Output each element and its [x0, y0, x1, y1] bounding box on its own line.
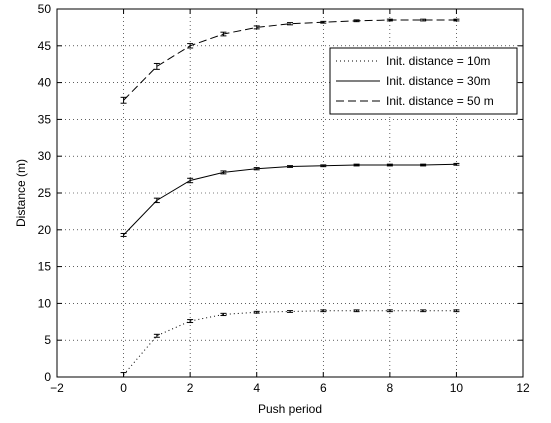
- legend-item-3: Init. distance = 50 m: [336, 94, 494, 108]
- series-1: [120, 309, 460, 378]
- grid: [57, 9, 523, 377]
- legend-label: Init. distance = 10m: [386, 54, 490, 68]
- x-tick-label: 2: [187, 381, 194, 395]
- error-bar: [153, 62, 160, 70]
- x-axis-label: Push period: [258, 402, 322, 416]
- error-bar: [153, 197, 160, 204]
- y-tick-label: 30: [38, 149, 52, 163]
- error-bar: [187, 43, 194, 49]
- legend: Init. distance = 10m Init. distance = 30m…: [329, 47, 518, 115]
- legend-label: Init. distance = 30m: [386, 74, 490, 88]
- error-bar: [453, 162, 460, 166]
- error-bar: [420, 18, 427, 22]
- x-tick-label: 8: [387, 381, 394, 395]
- error-bar: [320, 309, 327, 313]
- error-bar: [386, 163, 393, 167]
- y-tick-label: 45: [38, 39, 52, 53]
- error-bar: [287, 310, 293, 313]
- series-line: [123, 310, 457, 376]
- y-tick-label: 15: [38, 260, 52, 274]
- x-tick-label: 4: [253, 381, 260, 395]
- x-tick-label: −2: [50, 381, 64, 395]
- error-bar: [253, 310, 260, 314]
- x-tick-label: 12: [516, 381, 530, 395]
- y-tick-label: 5: [44, 333, 51, 347]
- series-line: [123, 163, 457, 236]
- y-tick-label: 35: [38, 112, 52, 126]
- x-tick-label: 10: [450, 381, 464, 395]
- legend-label: Init. distance = 50 m: [386, 94, 494, 108]
- error-bar: [253, 25, 260, 30]
- y-axis-label: Distance (m): [14, 159, 28, 227]
- y-tick-label: 50: [38, 2, 52, 16]
- error-bar: [320, 164, 327, 168]
- y-tick-label: 10: [38, 296, 52, 310]
- error-bar: [120, 96, 127, 104]
- legend-item-2: Init. distance = 30m: [336, 74, 490, 88]
- series-2: [120, 162, 460, 237]
- error-bar: [320, 20, 327, 24]
- error-bar: [220, 170, 227, 175]
- error-bar: [120, 232, 127, 237]
- error-bar: [253, 167, 260, 171]
- error-bar: [220, 312, 227, 317]
- series-3: [120, 18, 460, 104]
- error-bar: [353, 19, 360, 23]
- x-tick-label: 0: [120, 381, 127, 395]
- error-bar: [287, 165, 293, 168]
- error-bar: [220, 31, 227, 37]
- error-bar: [353, 163, 360, 167]
- error-bar: [420, 163, 427, 167]
- error-bar: [287, 22, 293, 26]
- series-line: [123, 19, 457, 101]
- y-tick-label: 20: [38, 223, 52, 237]
- y-tick-label: 40: [38, 76, 52, 90]
- x-tick-label: 6: [320, 381, 327, 395]
- error-bar: [153, 333, 160, 338]
- error-bar: [187, 319, 194, 324]
- error-bar: [353, 309, 360, 313]
- error-bar: [386, 18, 393, 22]
- error-bar: [453, 309, 460, 313]
- y-tick-label: 0: [44, 370, 51, 384]
- legend-item-1: Init. distance = 10m: [336, 54, 490, 68]
- error-bar: [453, 18, 460, 22]
- error-bar: [420, 309, 427, 313]
- y-tick-label: 25: [38, 186, 52, 200]
- error-bar: [386, 309, 393, 313]
- error-bar: [187, 177, 194, 184]
